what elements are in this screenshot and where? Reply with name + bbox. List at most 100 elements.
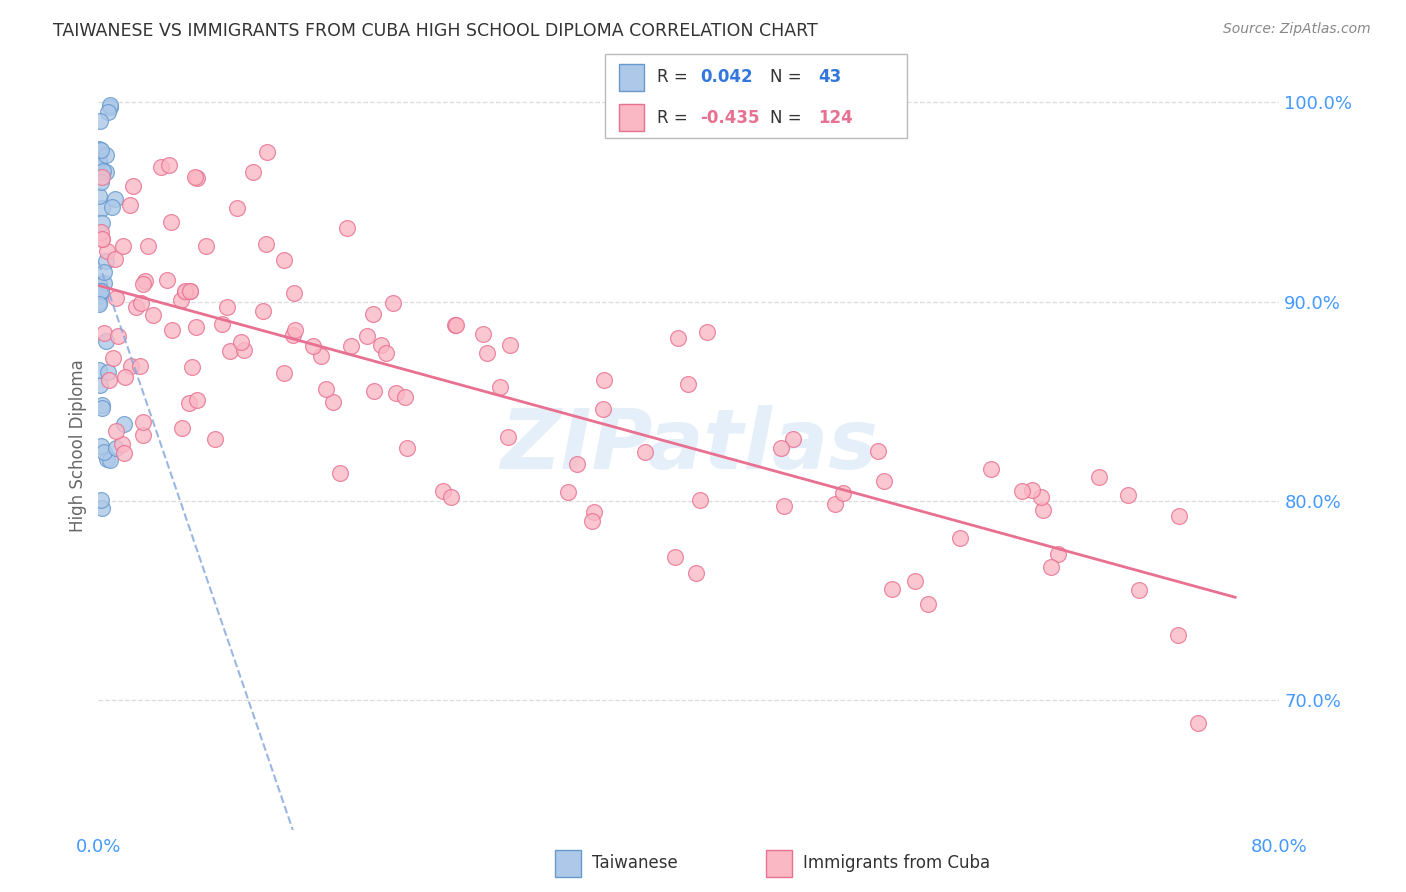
Text: 0.042: 0.042 [700,68,752,87]
Point [1168,508,1191,523]
Point [1116,488,1139,502]
Point [980,462,1002,476]
Point [917,597,939,611]
Point [356,328,378,343]
Point [565,457,588,471]
Point [94,164,117,178]
Point [444,318,467,332]
Point [136,239,159,253]
Point [98,100,121,114]
Text: 43: 43 [818,68,842,87]
Point [90,175,112,189]
Point [252,304,274,318]
Point [1021,483,1043,497]
Point [872,475,894,489]
Point [132,428,155,442]
Point [170,421,193,435]
Point [94,334,117,348]
Point [114,370,136,384]
Point [179,284,201,298]
Point [678,377,700,392]
Point [129,359,152,374]
Point [194,239,217,253]
Point [689,492,711,507]
Point [157,158,180,172]
Point [336,221,359,235]
Point [499,337,522,351]
Point [87,147,110,161]
Point [91,501,114,516]
Point [112,446,135,460]
Point [211,318,233,332]
Point [91,170,114,185]
Text: R =: R = [657,68,693,87]
Point [87,142,110,156]
Text: -0.435: -0.435 [700,109,759,127]
Point [107,329,129,343]
Point [149,160,172,174]
Point [824,497,846,511]
Point [98,452,121,467]
Point [93,276,115,290]
Point [322,394,344,409]
Point [156,273,179,287]
Point [180,359,202,374]
Point [284,323,307,337]
Point [87,153,110,168]
Point [432,483,454,498]
Point [1047,547,1070,561]
Point [91,401,114,415]
Point [97,105,120,120]
Point [174,285,197,299]
Point [104,252,127,266]
Point [254,236,277,251]
Point [581,514,603,528]
Point [90,232,112,246]
Point [1011,483,1033,498]
Text: Immigrants from Cuba: Immigrants from Cuba [803,855,990,872]
Point [340,339,363,353]
Text: R =: R = [657,109,693,127]
Text: TAIWANESE VS IMMIGRANTS FROM CUBA HIGH SCHOOL DIPLOMA CORRELATION CHART: TAIWANESE VS IMMIGRANTS FROM CUBA HIGH S… [53,22,818,40]
Point [97,373,120,387]
Point [685,566,707,581]
Point [1187,716,1209,731]
Point [215,300,238,314]
Point [664,549,686,564]
Point [385,385,408,400]
Point [1031,491,1053,505]
Point [94,148,117,162]
Point [104,192,127,206]
Point [93,326,115,340]
Y-axis label: High School Diploma: High School Diploma [69,359,87,533]
Point [90,493,112,508]
Point [475,346,498,360]
Point [1088,470,1111,484]
Point [186,392,208,407]
Point [592,401,614,416]
Point [302,339,325,353]
Text: 124: 124 [818,109,853,127]
Point [96,452,118,467]
Point [489,380,512,394]
Point [97,365,120,379]
Point [90,285,112,299]
Point [94,253,117,268]
Point [229,334,252,349]
Point [91,216,114,230]
Point [104,425,127,439]
Point [184,319,207,334]
Point [382,295,405,310]
Point [90,439,112,453]
Point [374,346,396,360]
Point [273,367,295,381]
Point [782,433,804,447]
Point [173,284,195,298]
Point [177,396,200,410]
Point [89,294,111,309]
Point [395,441,418,455]
Point [186,171,208,186]
Point [634,444,657,458]
Point [162,323,184,337]
Point [89,165,111,179]
